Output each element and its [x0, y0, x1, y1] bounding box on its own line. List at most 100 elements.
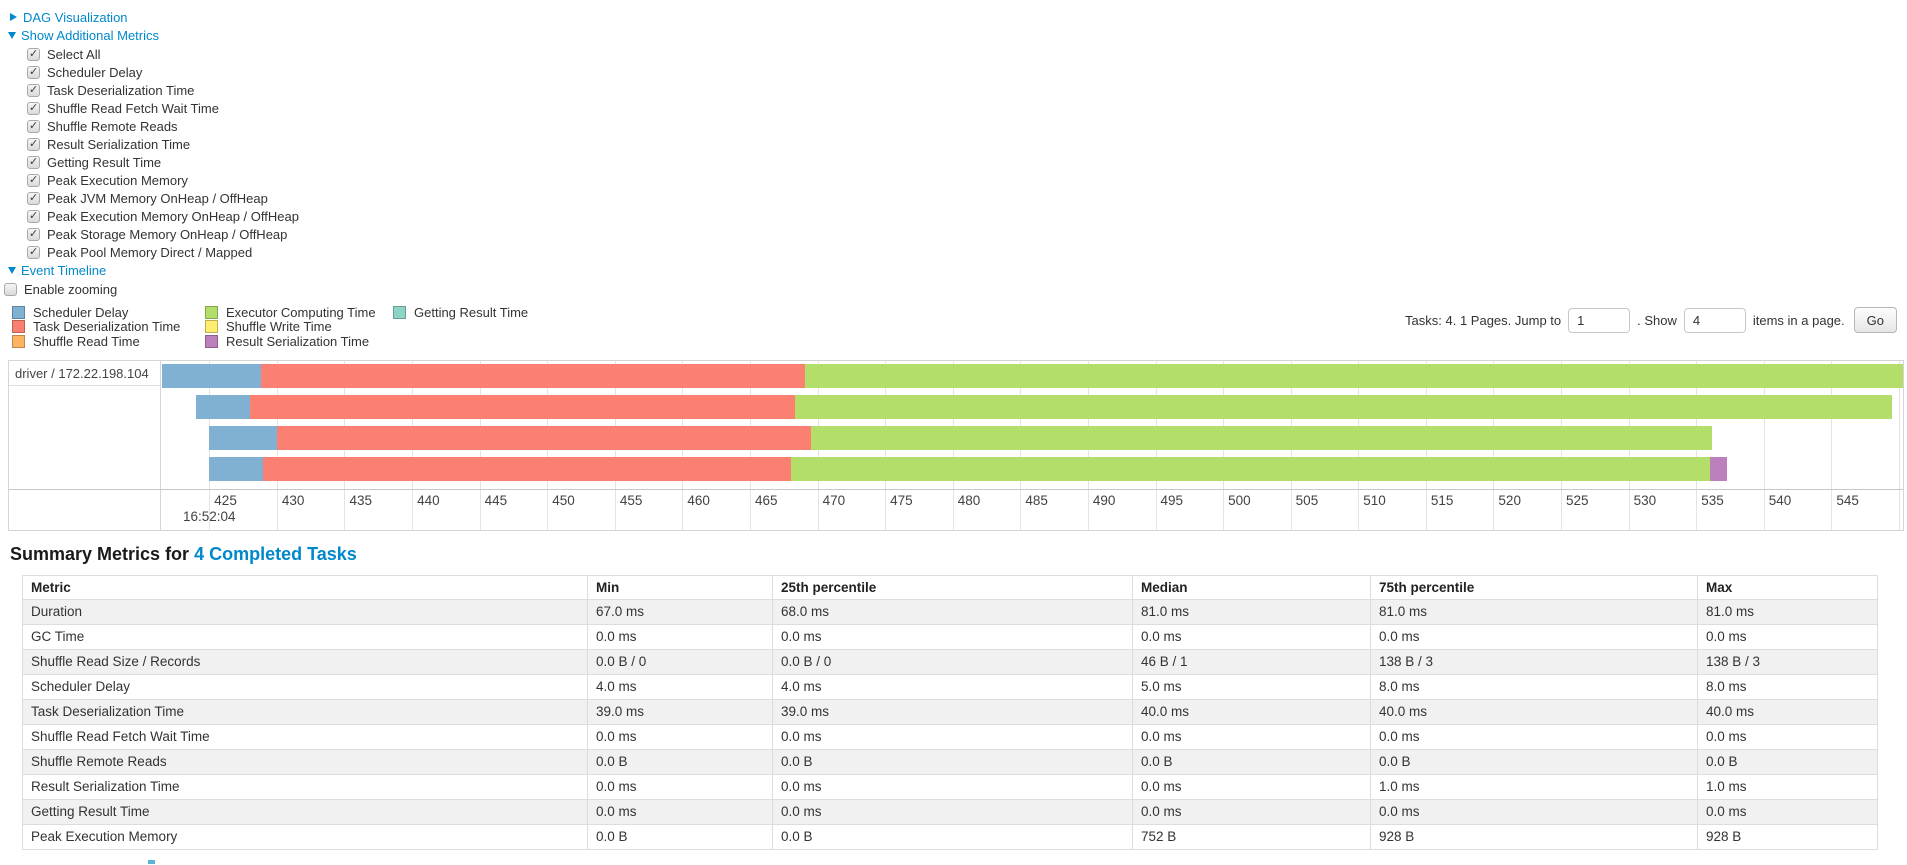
show-additional-metrics-toggle[interactable]: Show Additional Metrics: [8, 26, 1907, 44]
metric-value-cell: 0.0 ms: [1370, 798, 1698, 825]
checkbox-peak-pool-memory-direct-mapped[interactable]: [27, 245, 40, 259]
dag-visualization-link[interactable]: DAG Visualization: [23, 9, 128, 25]
table-row-task-deserialization-time: Task Deserialization Time 39.0 ms 39.0 ms 4…: [22, 698, 1878, 725]
timeline-tick-label-475: 475: [890, 492, 913, 508]
legend-swatch-shuffle-write-time: [205, 320, 218, 334]
task-1-segment-executor-computing-time[interactable]: [805, 363, 1903, 388]
dag-visualization-toggle[interactable]: DAG Visualization: [8, 8, 1907, 26]
task-3-segment-task-deserialization-time[interactable]: [276, 426, 811, 451]
metric-checkbox-row-peak-execution-memory-onheap-offheap: Peak Execution Memory OnHeap / OffHeap: [27, 207, 1907, 225]
metric-name-cell: Peak Execution Memory: [22, 823, 588, 850]
metric-name-cell: Shuffle Remote Reads: [22, 748, 588, 775]
checkbox-shuffle-read-fetch-wait-time[interactable]: [27, 101, 40, 115]
metric-value-cell: 4.0 ms: [587, 673, 773, 700]
legend-item-getting-result-time: Getting Result Time: [393, 305, 528, 320]
metric-value-cell: 0.0 B: [587, 748, 773, 775]
metric-value-cell: 5.0 ms: [1132, 673, 1371, 700]
enable-zooming-checkbox[interactable]: [4, 283, 17, 296]
task-2-segment-executor-computing-time[interactable]: [794, 394, 1893, 419]
legend-label-result-serialization-time: Result Serialization Time: [226, 333, 370, 349]
jump-to-page-input[interactable]: [1568, 307, 1631, 333]
summary-metrics-table: Metric Min 25th percentile Median 75th perce…: [22, 574, 1878, 850]
checkbox-getting-result-time[interactable]: [27, 155, 40, 169]
column-header-max: Max: [1697, 574, 1878, 600]
legend-item-result-serialization-time: Result Serialization Time: [205, 334, 393, 349]
metric-value-cell: 0.0 ms: [772, 623, 1133, 650]
timeline-tick-label-470: 470: [822, 492, 846, 508]
checkbox-peak-execution-memory[interactable]: [27, 173, 40, 187]
task-4-segment-executor-computing-time[interactable]: [790, 457, 1710, 482]
timeline-tick-label-445: 445: [484, 492, 508, 508]
metric-value-cell: 0.0 ms: [1370, 723, 1698, 750]
event-timeline-chart: driver / 172.22.198.104 425 430 435 440 445 4…: [8, 359, 1904, 531]
column-header-metric: Metric: [22, 574, 588, 600]
metric-value-cell: 0.0 ms: [587, 723, 773, 750]
legend-label-shuffle-write-time: Shuffle Write Time: [226, 319, 332, 335]
metric-value-cell: 0.0 ms: [587, 773, 773, 800]
checkbox-shuffle-remote-reads[interactable]: [27, 119, 40, 133]
task-2-segment-task-deserialization-time[interactable]: [249, 394, 795, 419]
checkbox-peak-jvm-memory-onheap-offheap[interactable]: [27, 191, 40, 205]
go-button[interactable]: Go: [1853, 307, 1897, 333]
task-4-segment-task-deserialization-time[interactable]: [263, 457, 791, 482]
metric-value-cell: 40.0 ms: [1697, 698, 1878, 725]
checkbox-peak-storage-memory-onheap-offheap[interactable]: [27, 227, 40, 241]
checkbox-scheduler-delay[interactable]: [27, 65, 40, 79]
metric-checkbox-row-peak-jvm-memory-onheap-offheap: Peak JVM Memory OnHeap / OffHeap: [27, 189, 1907, 207]
show-additional-metrics-link[interactable]: Show Additional Metrics: [21, 27, 160, 43]
timeline-tick-label-495: 495: [1160, 492, 1184, 508]
metric-name-cell: Getting Result Time: [22, 798, 588, 825]
metric-value-cell: 0.0 B: [587, 823, 773, 850]
completed-tasks-link[interactable]: 4 Completed Tasks: [194, 543, 357, 564]
items-per-page-input[interactable]: [1683, 307, 1746, 333]
checkbox-select-all[interactable]: [27, 47, 40, 61]
timeline-tick-label-540: 540: [1768, 492, 1792, 508]
legend-label-getting-result-time: Getting Result Time: [414, 304, 529, 320]
checkbox-label-shuffle-remote-reads: Shuffle Remote Reads: [47, 118, 178, 134]
metric-name-cell: Shuffle Read Fetch Wait Time: [22, 723, 588, 750]
task-4-segment-result-serialization-time[interactable]: [1709, 457, 1728, 482]
metric-value-cell: 138 B / 3: [1697, 648, 1878, 675]
task-3-segment-executor-computing-time[interactable]: [810, 426, 1713, 451]
checkbox-label-peak-storage-memory-onheap-offheap: Peak Storage Memory OnHeap / OffHeap: [47, 226, 288, 242]
table-row-gc-time: GC Time 0.0 ms 0.0 ms 0.0 ms 0.0 ms 0.0 ms: [22, 623, 1878, 650]
metric-name-cell: Duration: [22, 598, 588, 625]
metric-value-cell: 0.0 ms: [1697, 798, 1878, 825]
legend-swatch-result-serialization-time: [205, 334, 218, 348]
metric-value-cell: 4.0 ms: [772, 673, 1133, 700]
event-timeline-link[interactable]: Event Timeline: [21, 262, 107, 278]
metric-value-cell: 8.0 ms: [1697, 673, 1878, 700]
metric-checkbox-row-peak-pool-memory-direct-mapped: Peak Pool Memory Direct / Mapped: [27, 243, 1907, 261]
task-2-segment-scheduler-delay[interactable]: [195, 394, 250, 419]
column-header-25th-percentile: 25th percentile: [772, 574, 1133, 600]
enable-zooming-row: Enable zooming: [4, 281, 1907, 298]
task-1-segment-scheduler-delay[interactable]: [162, 363, 261, 388]
metric-value-cell: 46 B / 1: [1132, 648, 1371, 675]
show-label: . Show: [1637, 312, 1677, 328]
metric-value-cell: 40.0 ms: [1132, 698, 1371, 725]
checkbox-label-task-deserialization-time: Task Deserialization Time: [47, 82, 195, 98]
task-3-segment-scheduler-delay[interactable]: [209, 426, 277, 451]
metric-value-cell: 752 B: [1132, 823, 1371, 850]
checkbox-label-peak-pool-memory-direct-mapped: Peak Pool Memory Direct / Mapped: [47, 244, 253, 260]
metric-value-cell: 0.0 ms: [1132, 623, 1371, 650]
checkbox-label-scheduler-delay: Scheduler Delay: [47, 64, 143, 80]
timeline-tick-label-435: 435: [349, 492, 372, 508]
metric-value-cell: 0.0 B: [1697, 748, 1878, 775]
metric-checkbox-row-peak-execution-memory: Peak Execution Memory: [27, 171, 1907, 189]
checkbox-peak-execution-memory-onheap-offheap[interactable]: [27, 209, 40, 223]
timeline-tick-label-485: 485: [1025, 492, 1048, 508]
timeline-tick-label-505: 505: [1295, 492, 1319, 508]
checkbox-task-deserialization-time[interactable]: [27, 83, 40, 97]
task-4-segment-scheduler-delay[interactable]: [209, 457, 264, 482]
event-timeline-toggle[interactable]: Event Timeline: [8, 261, 1907, 279]
timeline-tick-label-535: 535: [1701, 492, 1724, 508]
task-1-segment-task-deserialization-time[interactable]: [260, 363, 806, 388]
timeline-gridline-550: [1898, 360, 1900, 530]
legend-column-1: Scheduler Delay Task Deserialization Time…: [12, 305, 205, 349]
caret-right-icon: [10, 13, 17, 21]
metric-value-cell: 0.0 ms: [1370, 623, 1698, 650]
timeline-tick-label-455: 455: [619, 492, 643, 508]
timeline-tick-label-465: 465: [754, 492, 778, 508]
checkbox-result-serialization-time[interactable]: [27, 137, 40, 151]
